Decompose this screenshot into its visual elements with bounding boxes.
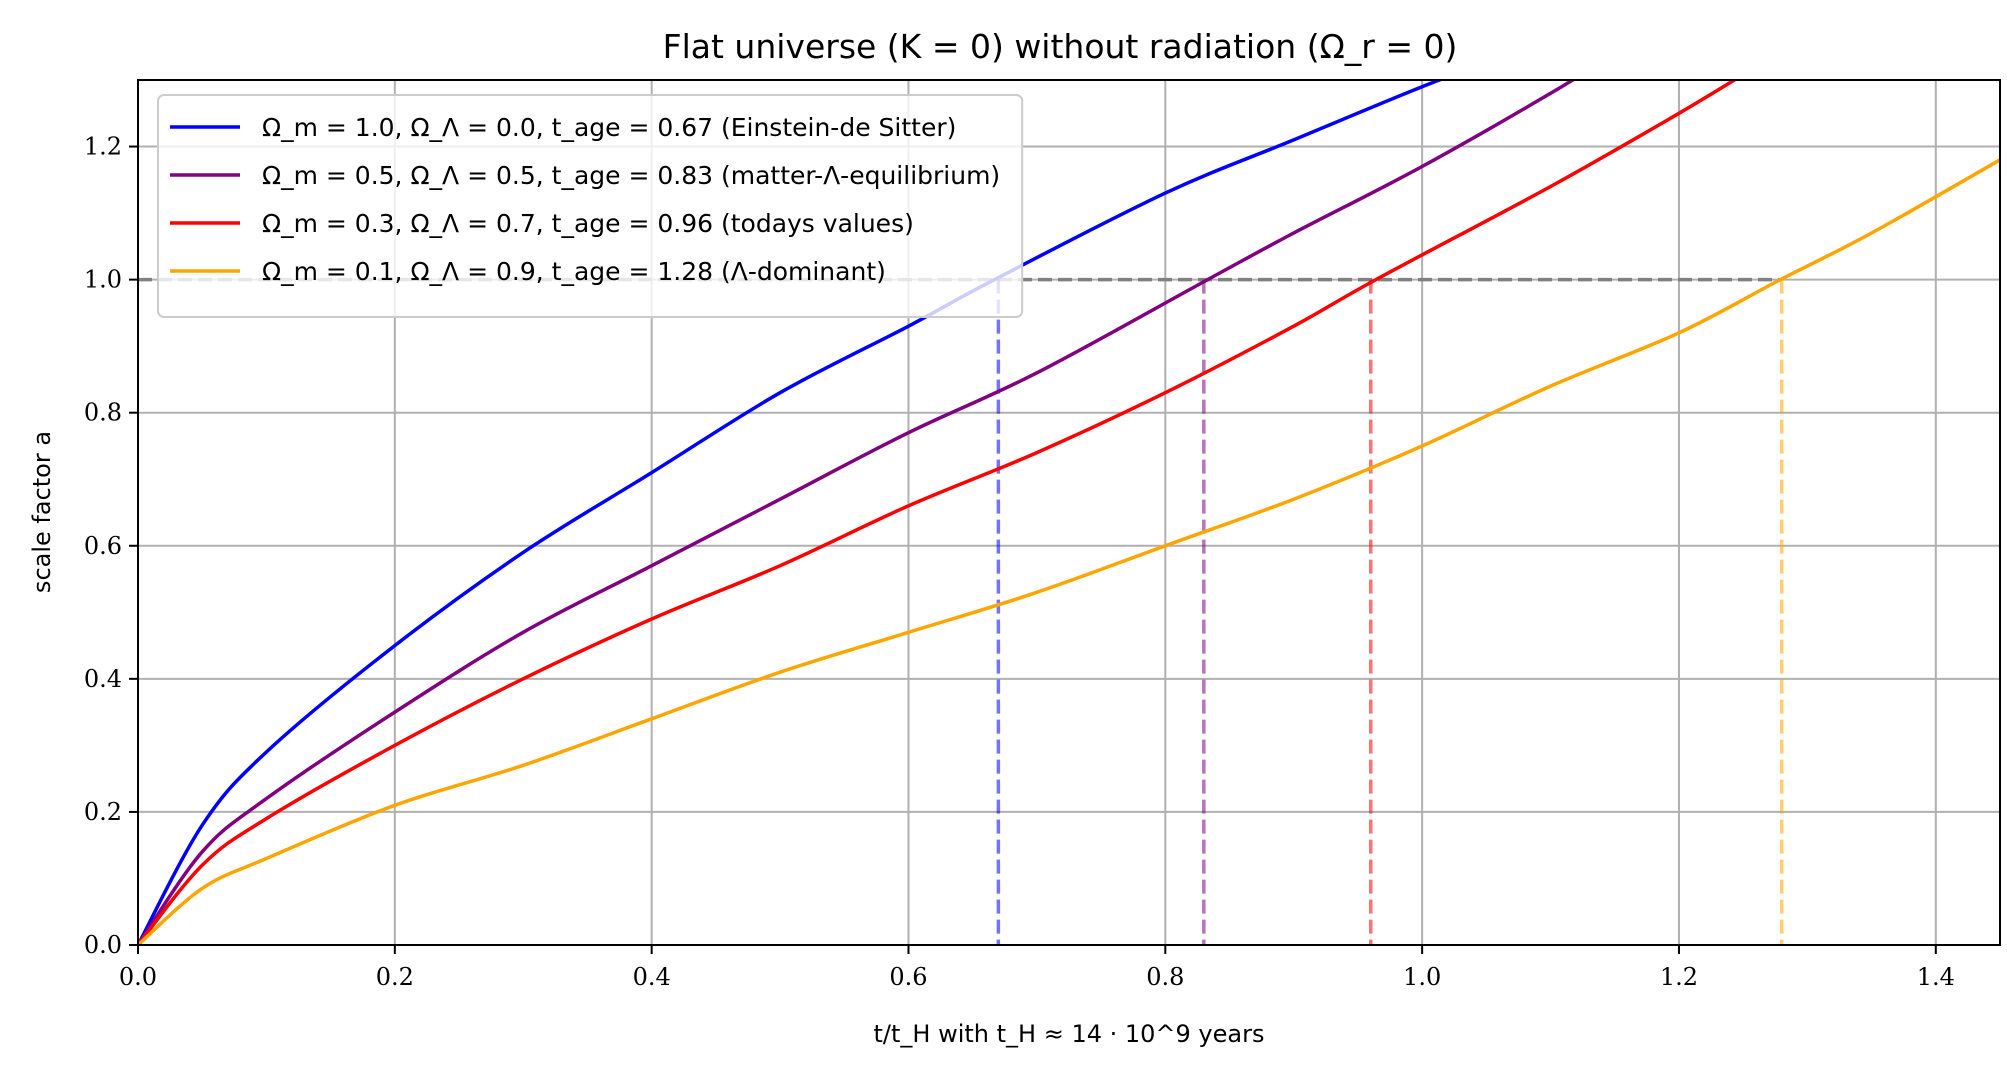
x-tick-label: 0.0 bbox=[119, 963, 157, 991]
y-tick-label: 0.4 bbox=[84, 665, 122, 693]
x-tick-label: 1.0 bbox=[1403, 963, 1441, 991]
legend-box bbox=[157, 94, 1024, 318]
y-tick-label: 1.0 bbox=[84, 266, 122, 294]
x-tick-label: 1.2 bbox=[1660, 963, 1698, 991]
legend-label: Ω_m = 0.1, Ω_Λ = 0.9, t_age = 1.28 (Λ-do… bbox=[262, 257, 886, 286]
y-tick-label: 0.0 bbox=[84, 931, 122, 959]
y-tick-label: 0.6 bbox=[84, 532, 122, 560]
series-line-2 bbox=[138, 80, 1577, 945]
x-tick-label: 0.6 bbox=[889, 963, 927, 991]
legend-label: Ω_m = 0.5, Ω_Λ = 0.5, t_age = 0.83 (matt… bbox=[262, 161, 1000, 190]
x-tick-label: 0.8 bbox=[1146, 963, 1184, 991]
axis-ticks: 0.0 0.2 0.4 0.6 0.8 1.0 1.2 1.4 0.0 0.2 0.4 0.6 0.8 1… bbox=[84, 133, 1955, 991]
x-tick-label: 1.4 bbox=[1917, 963, 1955, 991]
y-tick-label: 0.2 bbox=[84, 798, 122, 826]
series-lines bbox=[138, 80, 2000, 945]
legend: Ω_m = 1.0, Ω_Λ = 0.0, t_age = 0.67 (Eins… bbox=[157, 94, 1024, 318]
y-axis-label: scale factor a bbox=[28, 431, 56, 593]
series-line-3 bbox=[138, 80, 1738, 945]
x-tick-label: 0.4 bbox=[633, 963, 671, 991]
legend-label: Ω_m = 0.3, Ω_Λ = 0.7, t_age = 0.96 (toda… bbox=[262, 209, 914, 238]
series-line-1 bbox=[138, 80, 1445, 945]
chart-title: Flat universe (K = 0) without radiation … bbox=[663, 27, 1458, 66]
x-tick-label: 0.2 bbox=[376, 963, 414, 991]
plot-frame bbox=[137, 79, 2001, 946]
legend-label: Ω_m = 1.0, Ω_Λ = 0.0, t_age = 0.67 (Eins… bbox=[262, 113, 956, 142]
y-tick-label: 1.2 bbox=[84, 133, 122, 161]
x-axis-label: t/t_H with t_H ≈ 14 · 10^9 years bbox=[874, 1020, 1265, 1048]
series-line-4 bbox=[138, 158, 2000, 945]
y-tick-label: 0.8 bbox=[84, 399, 122, 427]
